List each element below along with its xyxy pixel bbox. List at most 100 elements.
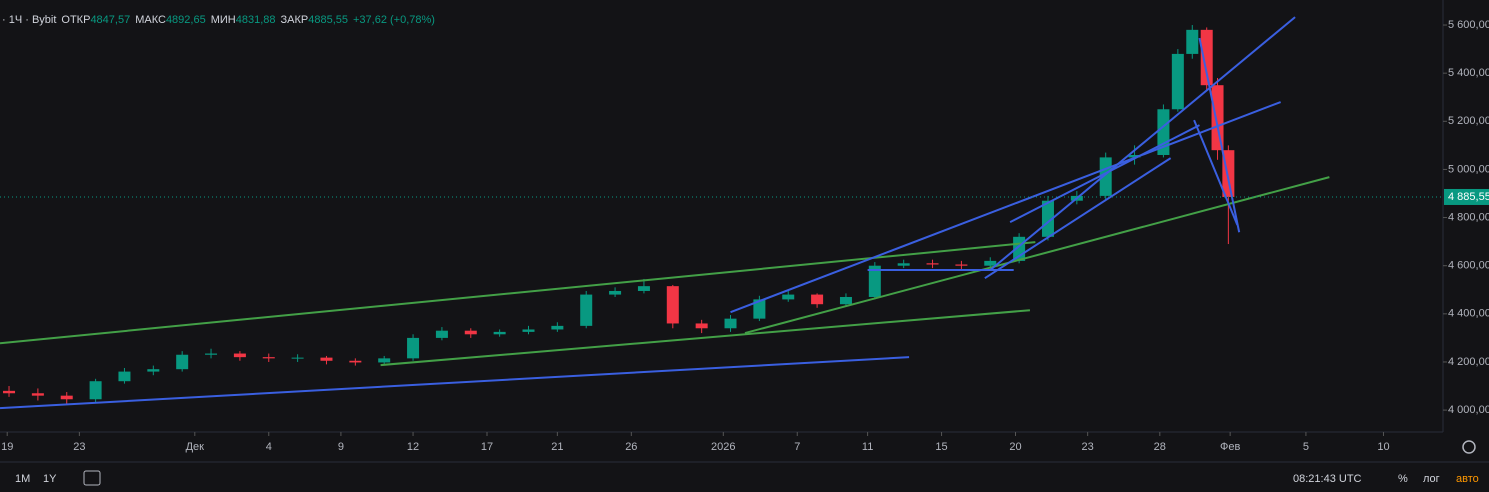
ohlc-value: 4831,88 [236,14,276,26]
candle-body [493,331,506,335]
x-tick-label: 9 [338,441,344,453]
ohlc-label: ОТКР [61,14,90,26]
candle-body [753,299,766,319]
candle-body [320,357,333,361]
clock: 08:21:43 UTC [1293,473,1362,485]
candle-body [205,353,218,355]
last-price-label: 4 885,55 [1448,191,1489,203]
trendline [0,241,1036,345]
candle-body [1200,29,1213,86]
ohlc-label: ЗАКР [280,14,308,26]
y-tick-label: 4 800,00 [1448,211,1489,223]
x-tick-label: Дек [186,441,205,453]
y-tick-label: 4 000,00 [1448,404,1489,416]
x-tick-label: 5 [1303,441,1309,453]
candle-body [349,360,362,363]
range-button[interactable]: 1М [15,473,30,485]
candle-body [118,371,131,382]
candle-body [407,337,420,359]
y-tick-label: 5 600,00 [1448,19,1489,31]
x-tick-label: 26 [625,441,637,453]
candle-body [926,263,939,265]
ohlc-value: 4847,57 [90,14,130,26]
y-tick-label: 5 000,00 [1448,163,1489,175]
candle-body [1186,29,1199,54]
candle-body [464,330,477,335]
y-tick-label: 4 600,00 [1448,260,1489,272]
candle-body [782,294,795,300]
auto-toggle[interactable]: авто [1456,473,1479,485]
candle-body [378,358,391,363]
candle-body [839,296,852,305]
ohlc-value: 4885,55 [308,14,348,26]
y-tick-label: 4 200,00 [1448,356,1489,368]
x-tick-label: 23 [1082,441,1094,453]
candle-body [147,369,160,372]
x-tick-label: 28 [1154,441,1166,453]
trendline [380,309,1031,367]
trendline [984,157,1172,280]
candle-body [609,290,622,295]
candle-body [176,354,189,370]
x-tick-label: 20 [1009,441,1021,453]
ohlc-label: МАКС [135,14,166,26]
candle-body [868,265,881,297]
candle-body [955,264,968,266]
trendline [1193,119,1239,226]
candle-body [60,395,73,400]
x-tick-label: 10 [1377,441,1389,453]
x-tick-label: 19 [1,441,13,453]
trendline [0,356,910,410]
candle-body [1128,154,1141,158]
x-tick-label: 21 [551,441,563,453]
x-tick-label: 23 [73,441,85,453]
candle-body [897,263,910,266]
ohlc-label: МИН [211,14,236,26]
candle-body [1041,200,1054,237]
x-tick-label: 4 [266,441,272,453]
x-tick-label: Фев [1220,441,1240,453]
trendline [730,101,1282,314]
candle-body [262,357,275,359]
y-tick-label: 5 200,00 [1448,115,1489,127]
x-tick-label: 15 [935,441,947,453]
x-tick-label: 7 [794,441,800,453]
candle-body [580,294,593,326]
x-tick-label: 11 [862,441,873,453]
price-change: +37,62 (+0,78%) [353,14,435,26]
ohlc-value: 4892,65 [166,14,206,26]
candle-body [724,318,737,329]
candle-body [291,357,304,359]
x-tick-label: 12 [407,441,419,453]
candle-body [637,286,650,291]
candle-body [811,294,824,305]
candle-body [1171,53,1184,110]
settings-icon[interactable] [1462,440,1476,454]
candle-body [233,353,246,358]
candle-body [1157,109,1170,155]
candle-body [984,260,997,266]
candle-body [31,393,44,396]
trendline [1009,124,1200,224]
symbol-info: · 1Ч · Bybit [2,14,56,26]
range-button[interactable]: 1Y [43,473,57,485]
trendline [989,16,1296,271]
x-tick-label: 17 [481,441,493,453]
percent-toggle[interactable]: % [1398,473,1408,485]
x-tick-label: 2026 [711,441,735,453]
y-tick-label: 4 400,00 [1448,308,1489,320]
last-price-box [1444,188,1489,205]
candle-body [695,323,708,329]
log-toggle[interactable]: лог [1423,473,1440,485]
candle-body [3,390,16,394]
candle-body [1211,85,1224,151]
y-tick-label: 5 400,00 [1448,67,1489,79]
candle-body [89,381,102,400]
trendline [744,176,1330,335]
candle-body [435,330,448,338]
date-range-icon[interactable] [83,470,101,486]
candle-body [666,286,679,324]
